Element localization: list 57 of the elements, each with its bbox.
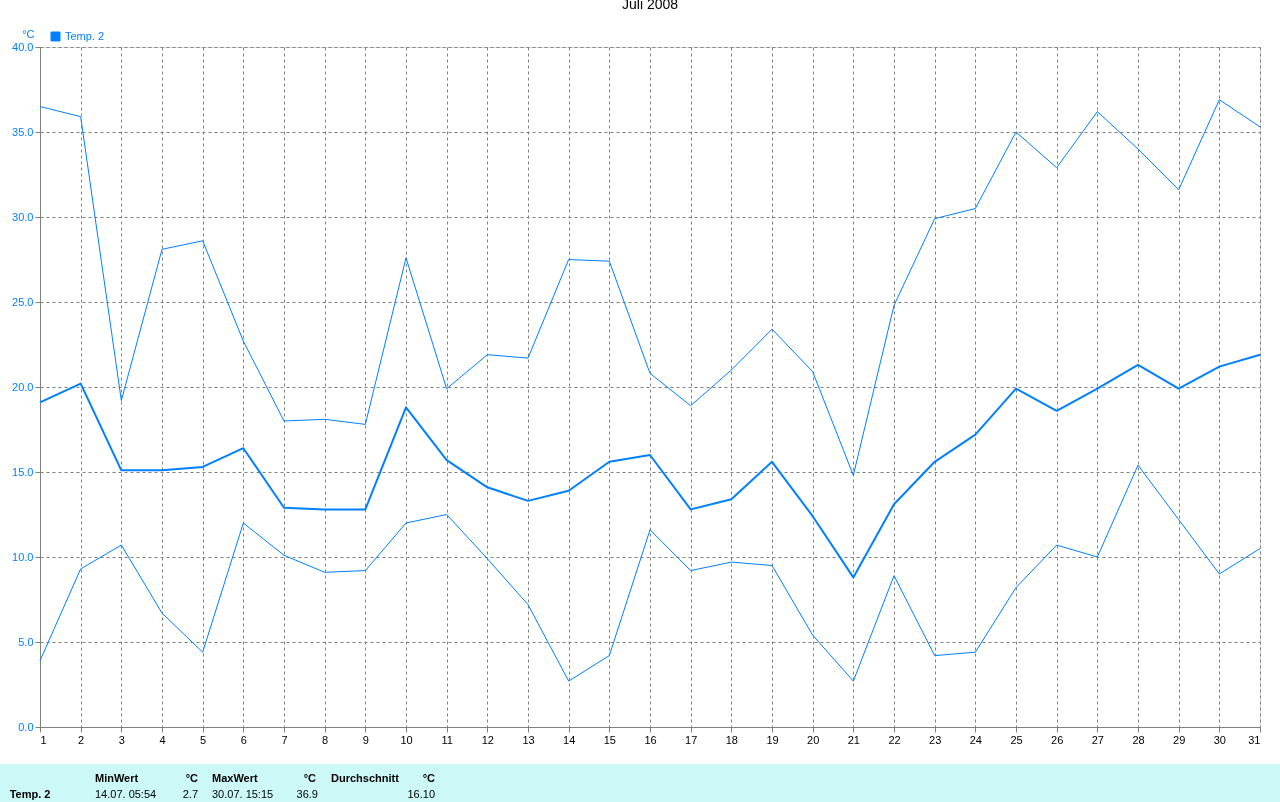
text: Temp. 2: [9, 788, 51, 800]
text: 16.10: [407, 788, 435, 800]
x-tick-label: 18: [725, 733, 738, 746]
x-tick-label: 24: [969, 733, 982, 746]
x-tick-label: 1: [40, 733, 47, 746]
x-tick-label: 13: [522, 733, 535, 746]
y-tick-label: 10.0: [12, 550, 34, 563]
x-tick-label: 2: [78, 733, 85, 746]
y-tick-label: 15.0: [12, 465, 34, 478]
x-tick-label: 7: [281, 733, 288, 746]
line-series: [39, 353, 1261, 579]
x-tick-label: 11: [441, 733, 453, 746]
x-tick-label: 23: [929, 733, 942, 746]
y-tick-label: 25.0: [12, 295, 34, 308]
text: Durchschnitt: [331, 772, 400, 784]
x-tick-label: 20: [807, 733, 820, 746]
x-tick-label: 4: [159, 733, 166, 746]
x-tick-label: 17: [685, 733, 698, 746]
x-tick-label: 5: [200, 733, 207, 746]
x-tick-label: 29: [1173, 733, 1186, 746]
x-tick-label: 28: [1132, 733, 1145, 746]
x-tick-label: 15: [603, 733, 616, 746]
y-tick-label: 0.0: [18, 720, 34, 733]
text: 14.07. 05:54: [95, 788, 157, 800]
text: 36.9: [296, 788, 318, 800]
text: °C: [422, 772, 436, 784]
y-tick-label: 30.0: [12, 210, 34, 223]
x-tick-label: 9: [362, 733, 369, 746]
x-tick-label: 31: [1248, 733, 1261, 746]
line-series: [39, 99, 1261, 476]
x-tick-label: 16: [644, 733, 657, 746]
y-tick-label: 35.0: [12, 125, 34, 138]
y-tick-label: 5.0: [18, 635, 34, 648]
x-tick-label: 30: [1213, 733, 1226, 746]
text: °C: [303, 772, 317, 784]
x-tick-label: 10: [400, 733, 413, 746]
x-tick-label: 6: [240, 733, 247, 746]
x-tick-label: 26: [1051, 733, 1064, 746]
x-tick-label: 12: [481, 733, 494, 746]
text: MinWert: [95, 772, 139, 784]
x-tick-label: 8: [322, 733, 329, 746]
y-tick-label: 40.0: [12, 40, 34, 53]
x-tick-label: 27: [1091, 733, 1104, 746]
x-tick-label: 3: [118, 733, 125, 746]
x-tick-label: 25: [1010, 733, 1023, 746]
text: °C: [185, 772, 199, 784]
x-tick-label: 22: [888, 733, 901, 746]
text: 2.7: [182, 788, 198, 800]
text: MaxWert: [212, 772, 258, 784]
x-tick-label: 21: [847, 733, 860, 746]
legend-label: Temp. 2: [65, 29, 105, 42]
x-tick-label: 14: [563, 733, 576, 746]
x-tick-label: 19: [766, 733, 779, 746]
line-series: [39, 464, 1261, 682]
y-tick-label: 20.0: [12, 380, 34, 393]
y-axis-title: °C: [22, 27, 35, 40]
text: 30.07. 15:15: [212, 788, 274, 800]
